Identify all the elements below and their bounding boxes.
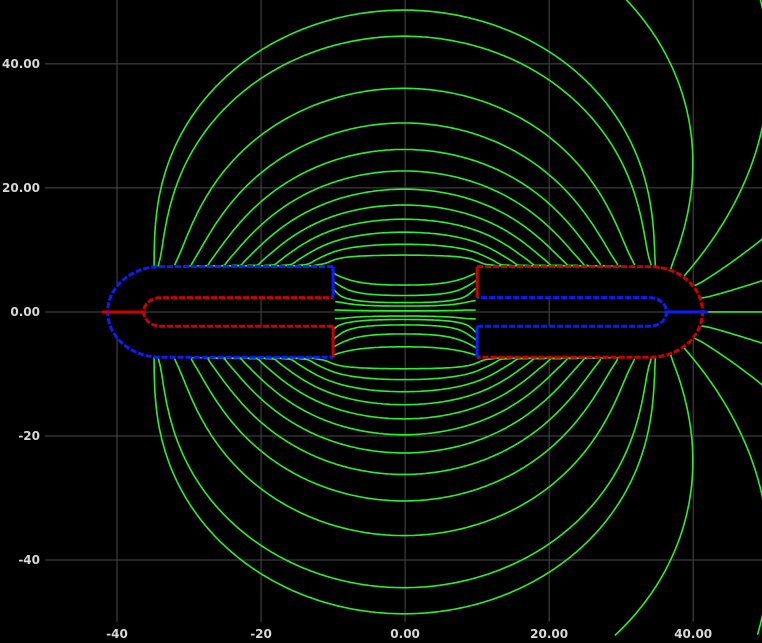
field-line-11 <box>189 356 621 436</box>
x-tick-label-2: 0.00 <box>390 627 420 641</box>
field-line-16 <box>190 122 619 267</box>
x-axis-ticks: -40 -20 0.00 20.00 40.00 <box>106 627 712 641</box>
field-line-13 <box>188 356 621 454</box>
field-line-37 <box>334 315 476 320</box>
field-line-19 <box>173 358 636 537</box>
field-line-21 <box>157 357 653 589</box>
field-line-22 <box>153 357 657 615</box>
field-line-8 <box>189 204 622 268</box>
field-line-25 <box>694 337 762 386</box>
y-tick-label-4: -40 <box>18 553 40 567</box>
conductors <box>101 265 709 359</box>
field-line-26 <box>701 325 762 344</box>
field-line-15 <box>207 358 602 476</box>
x-tick-label-1: -20 <box>250 627 272 641</box>
field-line-39 <box>335 299 476 307</box>
field-line-6 <box>189 218 620 268</box>
y-tick-label-3: -20 <box>18 429 40 443</box>
field-line-36 <box>333 318 477 333</box>
field-line-31 <box>625 0 694 270</box>
y-tick-label-0: 40.00 <box>2 57 40 71</box>
field-line-38 <box>334 309 476 312</box>
field-line-17 <box>190 357 619 502</box>
field-line-10 <box>189 188 621 268</box>
field-line-23 <box>614 354 694 636</box>
field-line-29 <box>694 238 762 287</box>
field-line-33 <box>333 346 476 356</box>
field-line-18 <box>173 87 636 266</box>
field-line-40 <box>333 287 477 304</box>
field-line-28 <box>701 279 762 299</box>
field-line-12 <box>188 170 621 268</box>
field-line-41 <box>332 279 478 297</box>
field-line-14 <box>207 148 602 266</box>
field-line-7 <box>189 356 620 406</box>
y-tick-label-1: 20.00 <box>2 181 40 195</box>
y-axis-ticks: 40.00 20.00 0.00 -20 -40 <box>2 57 40 567</box>
field-line-32 <box>153 9 657 267</box>
left-conductor-body <box>107 266 334 358</box>
x-tick-label-3: 20.00 <box>530 627 568 641</box>
field-line-42 <box>333 272 476 286</box>
field-line-34 <box>334 333 478 350</box>
x-tick-label-4: 40.00 <box>674 627 712 641</box>
x-tick-label-0: -40 <box>106 627 128 641</box>
field-line-30 <box>683 0 762 277</box>
field-line-35 <box>333 324 477 341</box>
field-line-20 <box>157 35 653 267</box>
field-line-9 <box>189 356 622 420</box>
right-conductor-body <box>477 266 703 358</box>
field-line-24 <box>683 347 762 635</box>
y-tick-label-2: 0.00 <box>10 305 40 319</box>
